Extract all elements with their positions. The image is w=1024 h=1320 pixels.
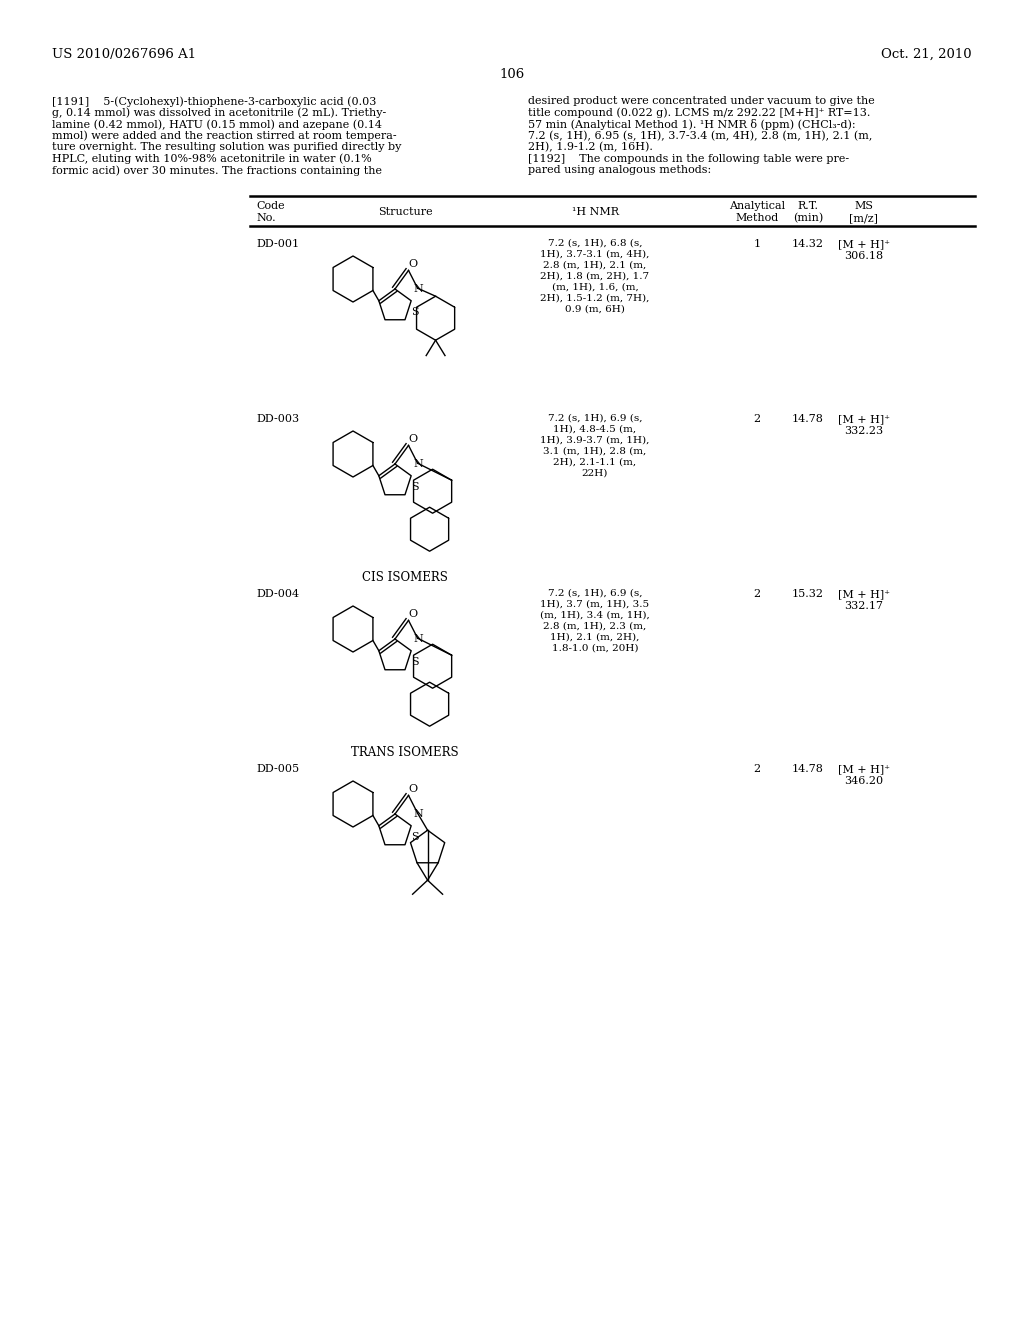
- Text: HPLC, eluting with 10%-98% acetonitrile in water (0.1%: HPLC, eluting with 10%-98% acetonitrile …: [52, 153, 372, 164]
- Text: S: S: [411, 482, 419, 492]
- Text: 7.2 (s, 1H), 6.95 (s, 1H), 3.7-3.4 (m, 4H), 2.8 (m, 1H), 2.1 (m,: 7.2 (s, 1H), 6.95 (s, 1H), 3.7-3.4 (m, 4…: [528, 131, 872, 141]
- Text: 2.8 (m, 1H), 2.3 (m,: 2.8 (m, 1H), 2.3 (m,: [544, 622, 646, 631]
- Text: 14.32: 14.32: [792, 239, 824, 249]
- Text: 1H), 3.7-3.1 (m, 4H),: 1H), 3.7-3.1 (m, 4H),: [541, 249, 649, 259]
- Text: 1H), 3.7 (m, 1H), 3.5: 1H), 3.7 (m, 1H), 3.5: [541, 601, 649, 609]
- Text: Oct. 21, 2010: Oct. 21, 2010: [882, 48, 972, 61]
- Text: pared using analogous methods:: pared using analogous methods:: [528, 165, 712, 176]
- Text: ture overnight. The resulting solution was purified directly by: ture overnight. The resulting solution w…: [52, 143, 401, 152]
- Text: 1H), 2.1 (m, 2H),: 1H), 2.1 (m, 2H),: [550, 634, 640, 642]
- Text: Structure: Structure: [378, 207, 432, 216]
- Text: O: O: [409, 609, 418, 619]
- Text: 346.20: 346.20: [845, 776, 884, 785]
- Text: (m, 1H), 3.4 (m, 1H),: (m, 1H), 3.4 (m, 1H),: [540, 611, 650, 620]
- Text: 1H), 4.8-4.5 (m,: 1H), 4.8-4.5 (m,: [553, 425, 637, 434]
- Text: S: S: [411, 833, 419, 842]
- Text: DD-004: DD-004: [256, 589, 299, 599]
- Text: (m, 1H), 1.6, (m,: (m, 1H), 1.6, (m,: [552, 282, 638, 292]
- Text: desired product were concentrated under vacuum to give the: desired product were concentrated under …: [528, 96, 874, 106]
- Text: 2.8 (m, 1H), 2.1 (m,: 2.8 (m, 1H), 2.1 (m,: [544, 261, 646, 271]
- Text: [M + H]⁺: [M + H]⁺: [838, 414, 890, 424]
- Text: 306.18: 306.18: [845, 251, 884, 261]
- Text: N: N: [414, 459, 424, 469]
- Text: [M + H]⁺: [M + H]⁺: [838, 764, 890, 774]
- Text: formic acid) over 30 minutes. The fractions containing the: formic acid) over 30 minutes. The fracti…: [52, 165, 382, 176]
- Text: 3.1 (m, 1H), 2.8 (m,: 3.1 (m, 1H), 2.8 (m,: [544, 447, 646, 455]
- Text: DD-003: DD-003: [256, 414, 299, 424]
- Text: 15.32: 15.32: [792, 589, 824, 599]
- Text: lamine (0.42 mmol), HATU (0.15 mmol) and azepane (0.14: lamine (0.42 mmol), HATU (0.15 mmol) and…: [52, 119, 382, 129]
- Text: DD-001: DD-001: [256, 239, 299, 249]
- Text: [m/z]: [m/z]: [850, 213, 879, 223]
- Text: 14.78: 14.78: [792, 764, 824, 774]
- Text: CIS ISOMERS: CIS ISOMERS: [362, 572, 447, 583]
- Text: 7.2 (s, 1H), 6.9 (s,: 7.2 (s, 1H), 6.9 (s,: [548, 414, 642, 422]
- Text: 2H), 1.5-1.2 (m, 7H),: 2H), 1.5-1.2 (m, 7H),: [541, 294, 649, 304]
- Text: US 2010/0267696 A1: US 2010/0267696 A1: [52, 48, 197, 61]
- Text: 0.9 (m, 6H): 0.9 (m, 6H): [565, 305, 625, 314]
- Text: 332.17: 332.17: [845, 601, 884, 611]
- Text: 1H), 3.9-3.7 (m, 1H),: 1H), 3.9-3.7 (m, 1H),: [541, 436, 649, 445]
- Text: (min): (min): [793, 213, 823, 223]
- Text: O: O: [409, 434, 418, 444]
- Text: [M + H]⁺: [M + H]⁺: [838, 589, 890, 599]
- Text: 22H): 22H): [582, 469, 608, 478]
- Text: Method: Method: [735, 213, 778, 223]
- Text: 2H), 1.9-1.2 (m, 16H).: 2H), 1.9-1.2 (m, 16H).: [528, 143, 653, 152]
- Text: S: S: [411, 308, 419, 317]
- Text: MS: MS: [854, 201, 873, 211]
- Text: g, 0.14 mmol) was dissolved in acetonitrile (2 mL). Triethy-: g, 0.14 mmol) was dissolved in acetonitr…: [52, 107, 386, 117]
- Text: R.T.: R.T.: [798, 201, 818, 211]
- Text: 106: 106: [500, 69, 524, 81]
- Text: [1192]    The compounds in the following table were pre-: [1192] The compounds in the following ta…: [528, 153, 849, 164]
- Text: O: O: [409, 784, 418, 793]
- Text: 1.8-1.0 (m, 20H): 1.8-1.0 (m, 20H): [552, 644, 638, 653]
- Text: title compound (0.022 g). LCMS m/z 292.22 [M+H]⁺ RT=13.: title compound (0.022 g). LCMS m/z 292.2…: [528, 107, 870, 117]
- Text: TRANS ISOMERS: TRANS ISOMERS: [351, 746, 459, 759]
- Text: [1191]    5-(Cyclohexyl)-thiophene-3-carboxylic acid (0.03: [1191] 5-(Cyclohexyl)-thiophene-3-carbox…: [52, 96, 377, 107]
- Text: 14.78: 14.78: [792, 414, 824, 424]
- Text: 1: 1: [754, 239, 761, 249]
- Text: DD-005: DD-005: [256, 764, 299, 774]
- Text: O: O: [409, 259, 418, 269]
- Text: Code: Code: [256, 201, 285, 211]
- Text: No.: No.: [256, 213, 275, 223]
- Text: ¹H NMR: ¹H NMR: [571, 207, 618, 216]
- Text: N: N: [414, 634, 424, 644]
- Text: 7.2 (s, 1H), 6.8 (s,: 7.2 (s, 1H), 6.8 (s,: [548, 239, 642, 248]
- Text: 2: 2: [754, 414, 761, 424]
- Text: 332.23: 332.23: [845, 426, 884, 436]
- Text: S: S: [411, 657, 419, 668]
- Text: mmol) were added and the reaction stirred at room tempera-: mmol) were added and the reaction stirre…: [52, 131, 396, 141]
- Text: Analytical: Analytical: [729, 201, 785, 211]
- Text: N: N: [414, 284, 424, 294]
- Text: 2: 2: [754, 764, 761, 774]
- Text: 57 min (Analytical Method 1). ¹H NMR δ (ppm) (CHCl₃-d):: 57 min (Analytical Method 1). ¹H NMR δ (…: [528, 119, 856, 129]
- Text: [M + H]⁺: [M + H]⁺: [838, 239, 890, 249]
- Text: 2H), 1.8 (m, 2H), 1.7: 2H), 1.8 (m, 2H), 1.7: [541, 272, 649, 281]
- Text: 2: 2: [754, 589, 761, 599]
- Text: 2H), 2.1-1.1 (m,: 2H), 2.1-1.1 (m,: [553, 458, 637, 467]
- Text: N: N: [414, 809, 424, 820]
- Text: 7.2 (s, 1H), 6.9 (s,: 7.2 (s, 1H), 6.9 (s,: [548, 589, 642, 598]
